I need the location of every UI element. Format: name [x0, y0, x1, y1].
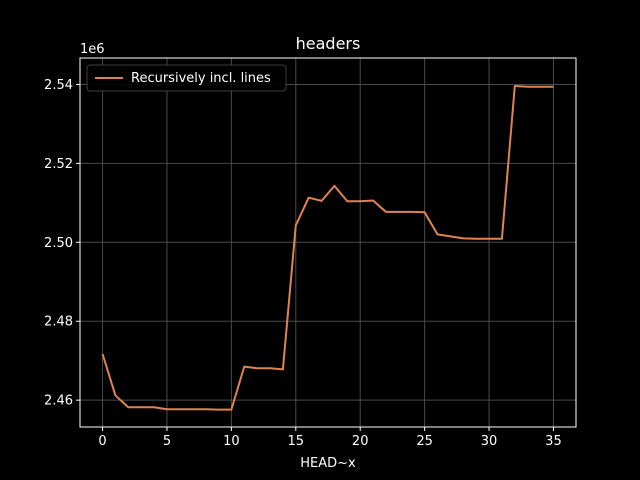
y-offset-label: 1e6: [80, 42, 105, 57]
legend-label-0: Recursively incl. lines: [131, 71, 271, 86]
x-axis-label: HEAD~x: [300, 456, 356, 471]
x-tick-label: 20: [352, 434, 369, 449]
y-tick-label: 2.50: [44, 236, 73, 251]
legend-box: [86, 64, 287, 92]
x-tick-label: 15: [288, 434, 305, 449]
x-tick-label: 0: [98, 434, 106, 449]
x-axis-ticks: 0 5 10 15 20 25 30 35: [98, 427, 562, 449]
y-tick-label: 2.54: [44, 78, 73, 93]
series-line-0: [101, 85, 554, 411]
series-layer: [101, 85, 554, 411]
x-tick-label: 30: [481, 434, 498, 449]
y-tick-label: 2.52: [44, 157, 73, 172]
x-tick-label: 5: [163, 434, 171, 449]
y-axis-ticks: 2.46 2.48 2.50 2.52 2.54: [44, 78, 80, 409]
x-tick-label: 10: [223, 434, 240, 449]
legend: Recursively incl. lines: [86, 64, 287, 92]
y-tick-label: 2.46: [44, 394, 73, 409]
x-tick-label: 35: [545, 434, 562, 449]
grid: [80, 58, 576, 427]
chart-title: headers: [296, 34, 361, 53]
y-tick-label: 2.48: [44, 315, 73, 330]
x-tick-label: 25: [416, 434, 433, 449]
